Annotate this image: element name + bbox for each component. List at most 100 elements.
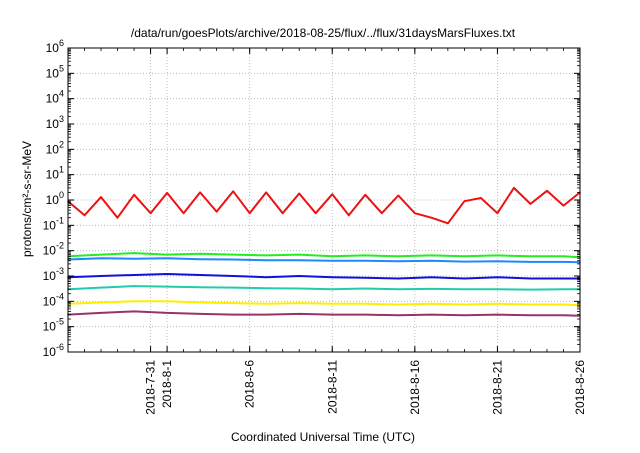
y-tick-label: 10-2 <box>43 241 64 258</box>
data-point <box>463 277 466 280</box>
data-point <box>430 216 433 219</box>
data-point <box>199 258 201 261</box>
data-point <box>364 287 367 290</box>
data-point <box>133 257 135 260</box>
data-point <box>133 252 135 254</box>
data-point <box>513 187 515 189</box>
series-line <box>67 300 581 307</box>
data-point <box>463 303 466 306</box>
data-point <box>199 274 201 276</box>
series-line <box>67 257 581 264</box>
data-point <box>83 214 86 217</box>
y-tick-label: 100 <box>46 190 64 207</box>
data-point <box>133 194 135 196</box>
data-point <box>199 191 201 194</box>
data-point <box>133 285 135 287</box>
data-point <box>232 258 234 261</box>
data-point <box>562 303 565 306</box>
data-point <box>562 204 565 207</box>
y-tick-label: 10-4 <box>43 291 64 308</box>
y-axis-label: protons/cm²-s-sr-MeV <box>20 141 34 257</box>
data-point <box>364 277 367 279</box>
data-point <box>100 253 102 256</box>
data-point <box>232 253 234 256</box>
data-point <box>100 275 102 277</box>
data-point <box>414 212 416 214</box>
data-point <box>232 286 234 289</box>
data-point <box>100 286 102 289</box>
data-point <box>199 301 201 304</box>
data-point <box>562 314 565 317</box>
data-point <box>281 212 284 214</box>
data-point <box>166 300 168 303</box>
data-point <box>331 303 334 305</box>
data-point <box>496 260 499 263</box>
data-point <box>397 288 400 291</box>
data-point <box>100 312 102 314</box>
data-point <box>331 193 334 195</box>
data-point <box>248 212 251 214</box>
data-point <box>232 302 234 304</box>
data-point <box>265 276 268 279</box>
data-point <box>265 191 268 194</box>
data-point <box>397 255 400 258</box>
data-point <box>149 212 152 214</box>
data-point <box>265 303 268 305</box>
series-layer <box>67 186 581 317</box>
y-tick-label: 101 <box>46 165 64 182</box>
y-tick-label: 10-3 <box>43 266 64 283</box>
data-point <box>430 254 433 257</box>
x-tick-label: 2018-7-31 <box>144 360 158 415</box>
y-tick-label: 105 <box>46 63 64 80</box>
data-point <box>562 277 565 280</box>
series-line <box>67 186 581 225</box>
x-tick-label: 2018-8-6 <box>243 360 257 408</box>
y-tick-label: 10-6 <box>43 342 64 359</box>
series-line <box>67 252 581 259</box>
data-point <box>430 276 433 279</box>
y-tick-label: 103 <box>46 114 64 131</box>
data-point <box>562 261 565 263</box>
data-point <box>100 196 102 198</box>
data-point <box>331 259 334 262</box>
x-axis-label: Coordinated Universal Time (UTC) <box>231 430 415 444</box>
data-point <box>397 314 400 317</box>
data-point <box>100 301 102 304</box>
data-point <box>331 276 334 279</box>
data-point <box>133 274 135 276</box>
data-point <box>496 313 499 316</box>
data-point <box>298 287 301 290</box>
data-point <box>265 313 268 316</box>
data-point <box>298 253 301 256</box>
data-point <box>364 303 367 305</box>
series-line <box>67 310 581 317</box>
data-point <box>298 192 301 195</box>
data-point <box>166 312 168 314</box>
data-point <box>397 303 400 306</box>
x-tick-label: 2018-8-1 <box>160 360 174 408</box>
data-point <box>529 255 532 258</box>
data-point <box>447 222 449 225</box>
data-point <box>430 303 433 305</box>
y-tick-label: 10-5 <box>43 317 64 334</box>
grid-layer <box>68 47 581 353</box>
data-point <box>348 214 350 217</box>
data-point <box>331 288 334 291</box>
data-point <box>298 275 301 277</box>
data-point <box>397 260 400 263</box>
data-point <box>232 190 234 193</box>
data-point <box>463 314 466 317</box>
x-tick-label: 2018-8-11 <box>325 360 339 414</box>
data-point <box>100 257 102 260</box>
data-point <box>463 288 466 291</box>
series-line <box>67 285 580 291</box>
data-point <box>463 255 466 258</box>
data-point <box>265 259 268 262</box>
data-point <box>463 200 466 202</box>
data-point <box>166 257 168 260</box>
data-point <box>166 253 168 256</box>
data-point <box>496 212 499 214</box>
data-point <box>199 286 201 289</box>
